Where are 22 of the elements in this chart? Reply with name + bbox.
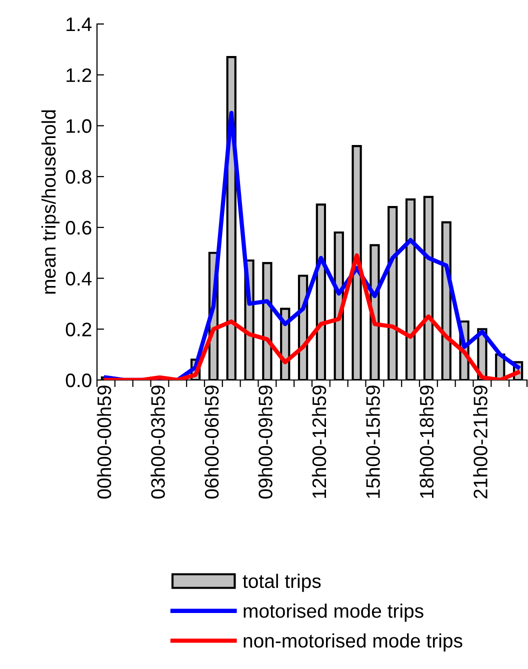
x-tick-label: 03h00-03h59 — [150, 386, 165, 499]
x-tick-label: 00h00-00h59 — [96, 386, 112, 499]
legend-label: motorised mode trips — [244, 604, 424, 622]
x-tick-label: 09h00-09h59 — [258, 386, 272, 499]
y-tick-label: 0.0 — [66, 373, 92, 388]
y-tick-label: 1.2 — [66, 68, 92, 82]
legend-label: total trips — [242, 574, 321, 592]
y-tick-label: 0.2 — [66, 322, 92, 336]
line-series — [104, 110, 520, 380]
y-tick-label: 0.8 — [66, 170, 92, 184]
y-tick-label: 1.4 — [66, 18, 92, 32]
x-tick-label: 21h00-21h59 — [473, 386, 488, 498]
x-tick-label: 12h00-12h59 — [312, 386, 326, 498]
y-tick-label: 0.4 — [66, 272, 92, 286]
x-tick-label: 15h00-15h59 — [366, 386, 380, 498]
y-axis-title: mean trips/household — [41, 110, 60, 294]
line-series — [104, 253, 520, 380]
y-tick-label: 0.6 — [66, 220, 92, 235]
x-tick-label: 18h00-18h59 — [419, 386, 434, 498]
y-tick-label: 1.0 — [66, 119, 92, 133]
legend-label: non-motorised mode trips — [244, 633, 462, 652]
x-tick-label: 06h00-06h59 — [204, 386, 219, 499]
